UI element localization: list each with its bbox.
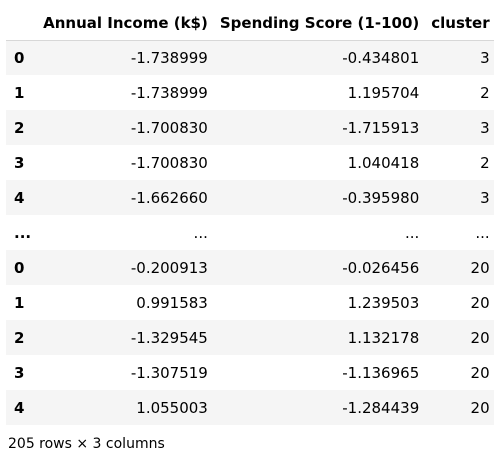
cell-cluster: 20 xyxy=(470,258,490,277)
cell-cluster: 3 xyxy=(480,118,490,137)
cell-cluster: 20 xyxy=(470,398,490,417)
cell-annual-income: ... xyxy=(193,223,208,242)
dataframe-shape-summary: 205 rows × 3 columns xyxy=(8,436,165,452)
cell-annual-income: -1.329545 xyxy=(130,328,208,347)
column-header-annual-income: Annual Income (k$) xyxy=(37,6,214,41)
cell-spending-score: -0.026456 xyxy=(342,258,420,277)
dataframe-table: Annual Income (k$) Spending Score (1-100… xyxy=(6,6,494,425)
cell-annual-income: -1.738999 xyxy=(130,83,208,102)
cell-annual-income: -1.700830 xyxy=(130,153,208,172)
table-row: 4 -1.662660 -0.395980 3 xyxy=(6,180,494,215)
row-index: 0 xyxy=(14,48,25,67)
row-index: 2 xyxy=(14,118,25,137)
row-index: 0 xyxy=(14,258,25,277)
cell-cluster: 20 xyxy=(470,328,490,347)
row-index: 4 xyxy=(14,188,25,207)
table-row: 4 1.055003 -1.284439 20 xyxy=(6,390,494,425)
row-index: 3 xyxy=(14,363,25,382)
column-header-cluster: cluster xyxy=(425,6,494,41)
cell-annual-income: -1.307519 xyxy=(130,363,208,382)
cell-cluster: ... xyxy=(475,223,490,242)
cell-spending-score: 1.132178 xyxy=(347,328,420,347)
table-row: 0 -0.200913 -0.026456 20 xyxy=(6,250,494,285)
cell-cluster: 20 xyxy=(470,293,490,312)
cell-annual-income: -1.738999 xyxy=(130,48,208,67)
table-row-ellipsis: ... ... ... ... xyxy=(6,215,494,250)
cell-annual-income: -1.700830 xyxy=(130,118,208,137)
table-row: 1 -1.738999 1.195704 2 xyxy=(6,75,494,110)
table-header: Annual Income (k$) Spending Score (1-100… xyxy=(6,6,494,41)
cell-spending-score: 1.040418 xyxy=(347,153,420,172)
cell-spending-score: 1.195704 xyxy=(347,83,420,102)
cell-spending-score: -1.284439 xyxy=(342,398,420,417)
row-index: 2 xyxy=(14,328,25,347)
cell-cluster: 3 xyxy=(480,188,490,207)
cell-cluster: 2 xyxy=(480,153,490,172)
table-row: 2 -1.700830 -1.715913 3 xyxy=(6,110,494,145)
cell-annual-income: 0.991583 xyxy=(136,293,208,312)
cell-annual-income: -1.662660 xyxy=(130,188,208,207)
table-row: 3 -1.700830 1.040418 2 xyxy=(6,145,494,180)
row-index: 3 xyxy=(14,153,25,172)
row-index: ... xyxy=(14,223,32,242)
cell-spending-score: -0.434801 xyxy=(342,48,420,67)
cell-annual-income: 1.055003 xyxy=(136,398,208,417)
cell-spending-score: -1.715913 xyxy=(342,118,420,137)
table-row: 0 -1.738999 -0.434801 3 xyxy=(6,40,494,75)
cell-spending-score: 1.239503 xyxy=(347,293,420,312)
row-index: 4 xyxy=(14,398,25,417)
table-row: 1 0.991583 1.239503 20 xyxy=(6,285,494,320)
table-row: 3 -1.307519 -1.136965 20 xyxy=(6,355,494,390)
row-index: 1 xyxy=(14,83,25,102)
cell-spending-score: ... xyxy=(404,223,420,242)
column-header-spending-score: Spending Score (1-100) xyxy=(213,6,426,41)
cell-annual-income: -0.200913 xyxy=(130,258,208,277)
cell-cluster: 2 xyxy=(480,83,490,102)
row-index: 1 xyxy=(14,293,25,312)
column-header-index xyxy=(6,6,38,41)
table-row: 2 -1.329545 1.132178 20 xyxy=(6,320,494,355)
cell-cluster: 20 xyxy=(470,363,490,382)
cell-spending-score: -1.136965 xyxy=(342,363,420,382)
cell-cluster: 3 xyxy=(480,48,490,67)
cell-spending-score: -0.395980 xyxy=(342,188,420,207)
